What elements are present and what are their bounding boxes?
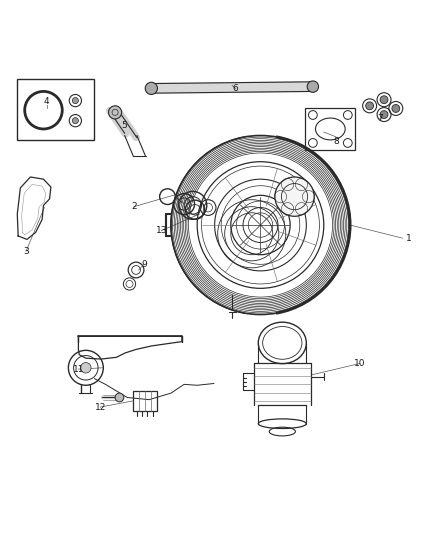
Circle shape xyxy=(72,118,78,124)
Circle shape xyxy=(392,104,400,112)
Text: 9: 9 xyxy=(141,260,147,269)
Text: 3: 3 xyxy=(23,247,29,256)
Text: 1: 1 xyxy=(406,233,412,243)
Circle shape xyxy=(72,98,78,103)
Text: 11: 11 xyxy=(73,365,84,374)
Circle shape xyxy=(275,177,314,216)
Circle shape xyxy=(145,82,157,94)
Text: 12: 12 xyxy=(95,402,106,411)
Text: 8: 8 xyxy=(333,136,339,146)
Bar xyxy=(133,391,157,410)
Text: 4: 4 xyxy=(44,97,49,106)
Text: 7: 7 xyxy=(377,115,382,124)
Text: 2: 2 xyxy=(131,202,137,211)
Polygon shape xyxy=(151,82,313,93)
Circle shape xyxy=(307,81,318,92)
Bar xyxy=(17,79,94,140)
Circle shape xyxy=(366,102,374,110)
Text: 10: 10 xyxy=(354,359,366,368)
Circle shape xyxy=(109,106,122,119)
Text: 5: 5 xyxy=(121,121,127,130)
Text: 6: 6 xyxy=(233,84,238,93)
Circle shape xyxy=(380,96,388,103)
Circle shape xyxy=(115,393,124,402)
Circle shape xyxy=(380,111,388,118)
Bar xyxy=(305,108,356,150)
Circle shape xyxy=(81,362,91,373)
Text: 13: 13 xyxy=(155,226,167,235)
